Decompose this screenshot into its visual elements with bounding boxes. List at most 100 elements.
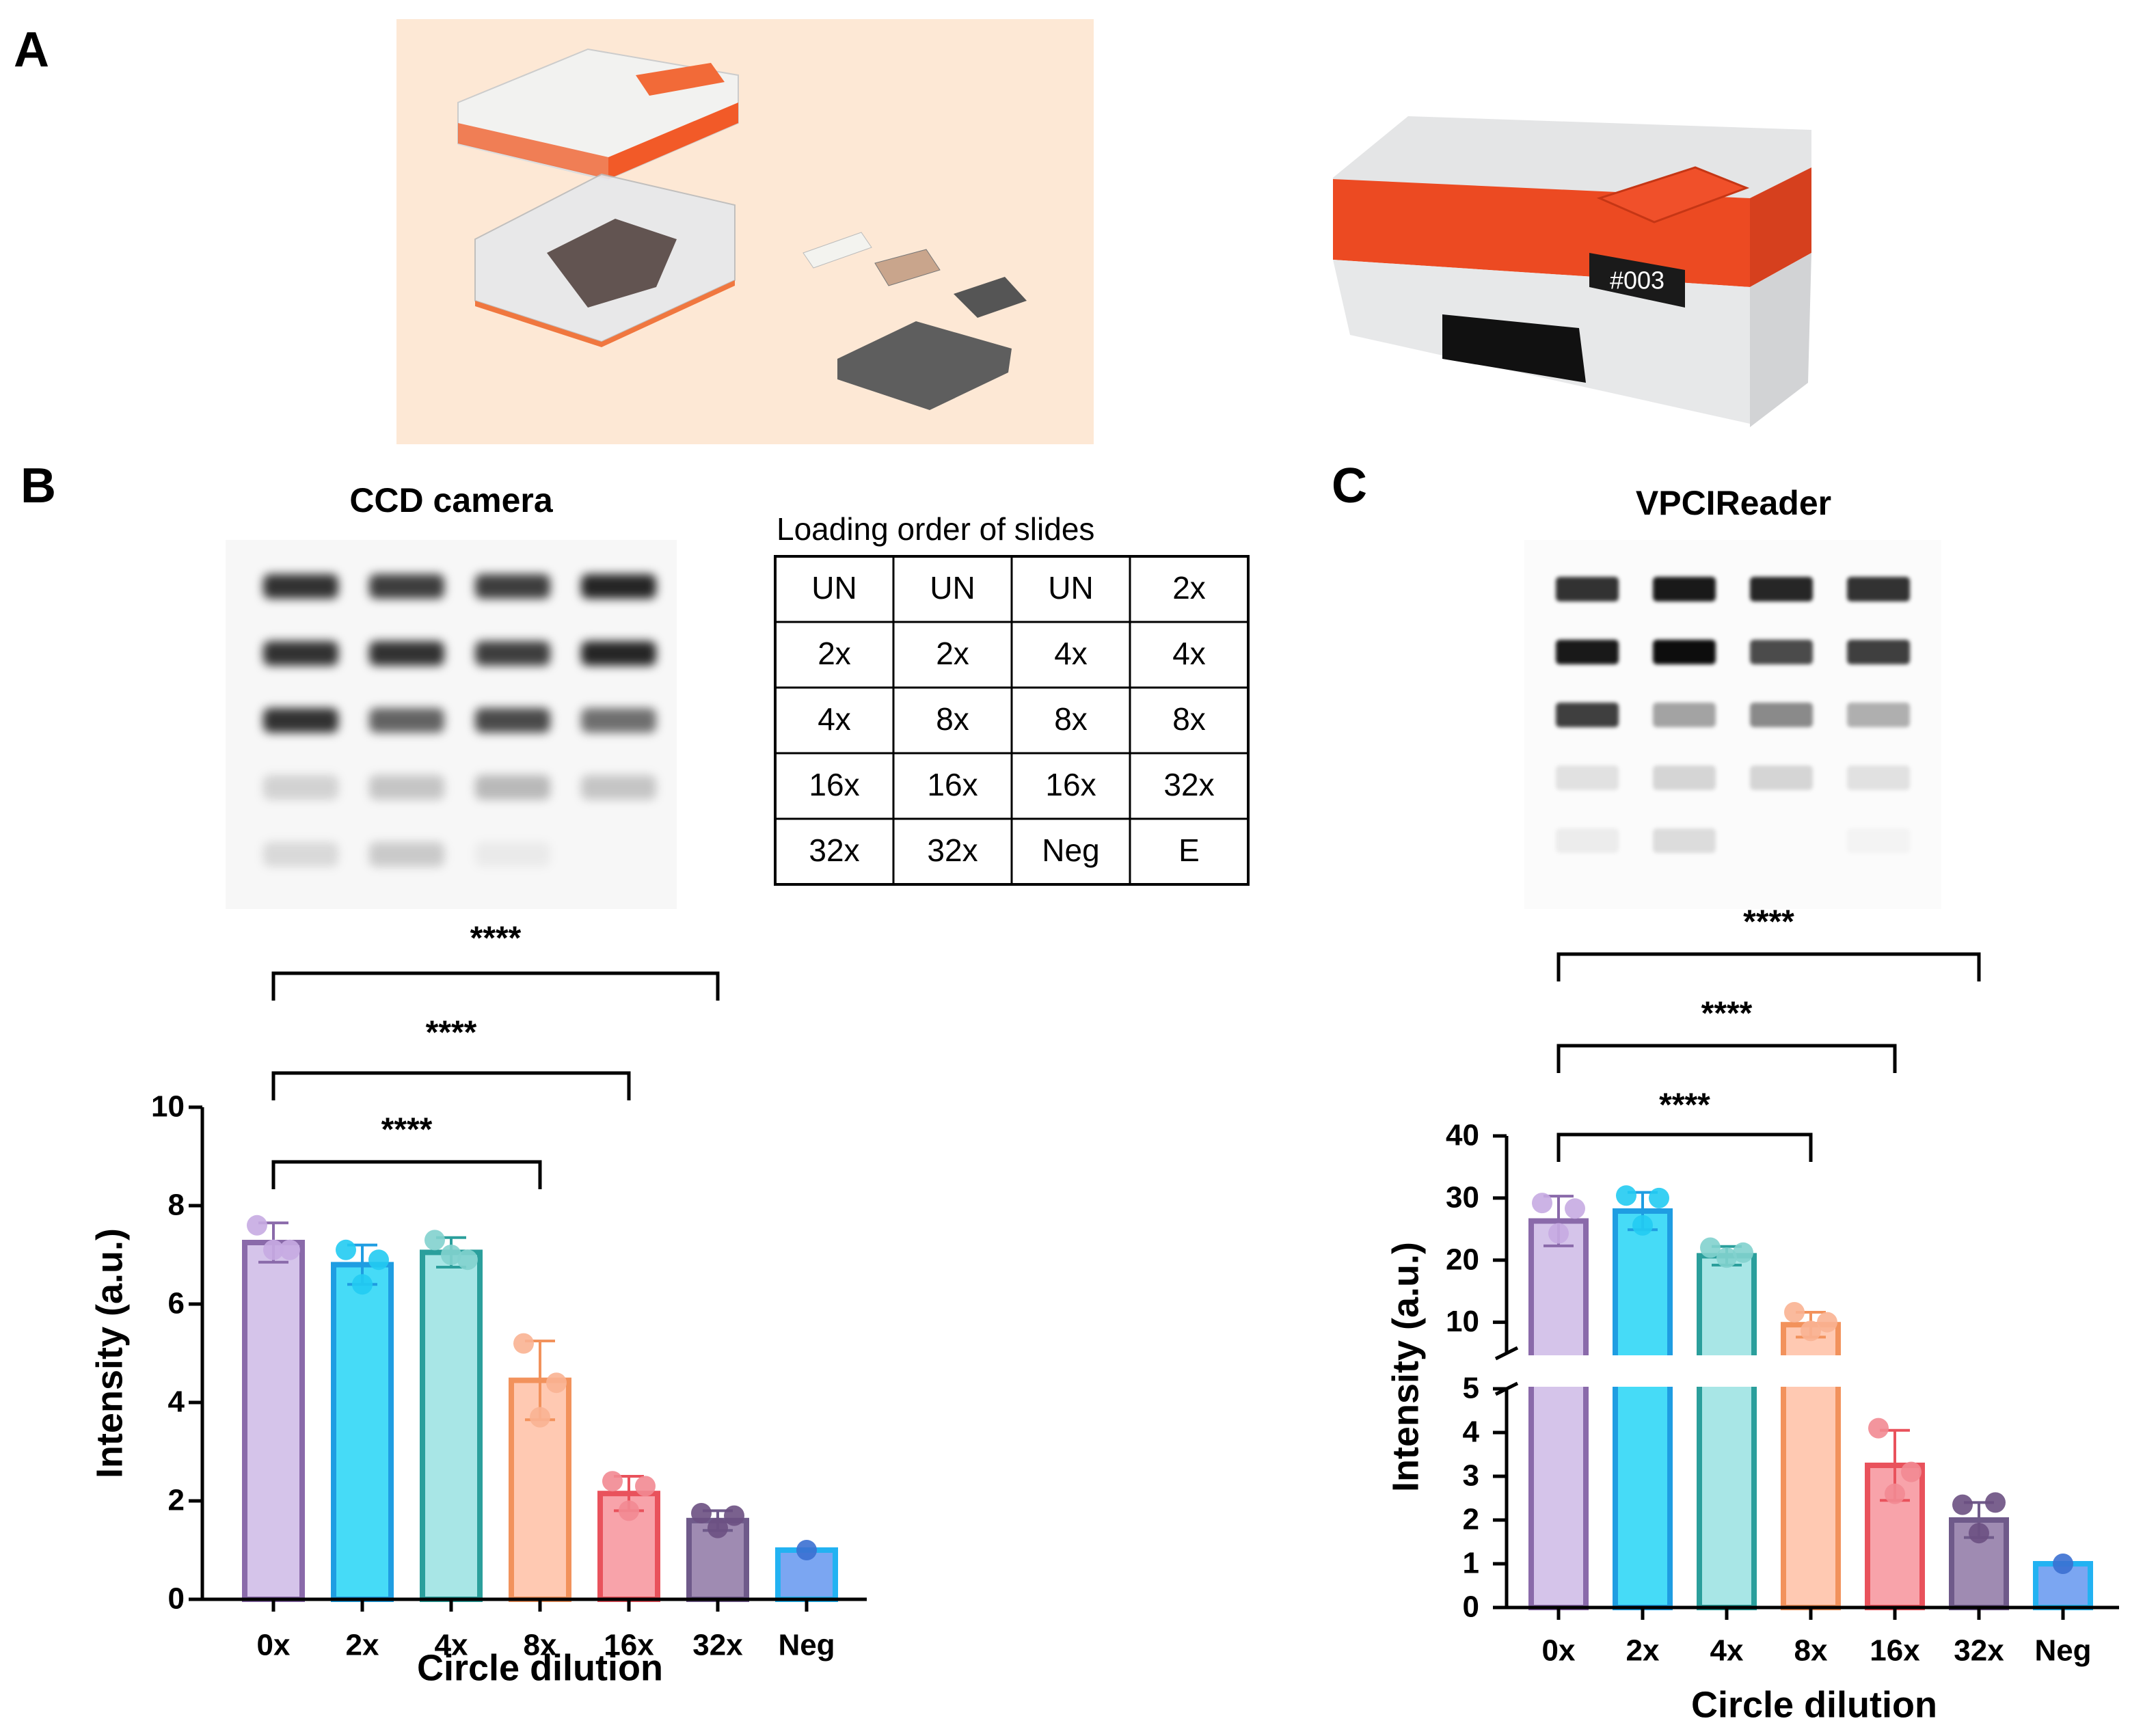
y-tick-label: 4 (1463, 1415, 1480, 1449)
data-point (1969, 1523, 1989, 1544)
table-cell-text: 8x (1054, 701, 1088, 737)
x-tick-label: 8x (1794, 1634, 1828, 1668)
data-point (546, 1372, 567, 1394)
band (1556, 577, 1619, 601)
table-cell-text: 32x (809, 832, 859, 868)
bar (1613, 1208, 1673, 1610)
table-cell-text: 2x (818, 636, 851, 671)
table-cell-text: 16x (1045, 767, 1096, 802)
x-tick-label: Neg (2034, 1634, 2091, 1668)
band (1653, 640, 1716, 664)
band (1556, 828, 1619, 853)
significance-label: **** (1743, 904, 1794, 940)
significance-bracket (271, 1071, 631, 1100)
table-cell-text: 32x (1163, 767, 1214, 802)
x-tick-label: 32x (1954, 1634, 2004, 1668)
data-point (1885, 1483, 1905, 1504)
device-render (457, 48, 1027, 410)
table-cell-text: 16x (927, 767, 978, 802)
band (1750, 577, 1813, 601)
data-point (602, 1471, 623, 1492)
significance-label: **** (470, 921, 522, 957)
data-point (352, 1274, 373, 1295)
band (581, 641, 656, 666)
table-caption: Loading order of slides (777, 511, 1094, 547)
y-tick-label: 6 (168, 1287, 185, 1320)
x-tick-label: 0x (1542, 1634, 1576, 1668)
y-tick-label: 5 (1463, 1372, 1479, 1405)
band (1847, 640, 1910, 664)
data-point (1952, 1494, 1973, 1515)
table-cell-text: 32x (927, 832, 978, 868)
data-point (513, 1333, 534, 1354)
axis-break-gap (1509, 1355, 2121, 1387)
bar (242, 1240, 305, 1602)
data-point (1985, 1492, 2006, 1513)
significance-bracket (271, 1160, 542, 1189)
data-point (368, 1249, 389, 1271)
significance-bracket (1556, 1133, 1813, 1162)
y-tick-label: 0 (168, 1582, 185, 1616)
band (1847, 577, 1910, 601)
band (1750, 765, 1813, 790)
table-cell (1129, 817, 1250, 886)
y-tick-label: 10 (1446, 1305, 1479, 1338)
band (1556, 765, 1619, 790)
data-point (247, 1215, 267, 1236)
table-cell-text: 2x (1172, 570, 1206, 606)
band (369, 708, 444, 733)
data-point (691, 1503, 712, 1523)
table-cell-text: 4x (1172, 636, 1206, 671)
data-point (1700, 1237, 1721, 1258)
data-point (1548, 1223, 1569, 1244)
significance-label: **** (1701, 996, 1753, 1032)
significance-bracket (1556, 952, 1981, 981)
x-tick-label: 16x (1870, 1634, 1920, 1668)
data-point (707, 1517, 728, 1538)
significance-bracket (271, 971, 720, 1001)
band (475, 708, 550, 733)
band (581, 574, 656, 599)
data-point (1716, 1247, 1737, 1269)
data-point (1817, 1312, 1837, 1333)
blot-title: CCD camera (349, 481, 554, 519)
x-tick-label: 4x (1710, 1634, 1744, 1668)
y-axis-label: Intensity (a.u.) (89, 1228, 130, 1478)
data-point (424, 1230, 445, 1251)
band (581, 708, 656, 733)
y-tick-label: 40 (1446, 1119, 1479, 1152)
band (475, 842, 550, 867)
table: UN UN UN 2x 2x 2x 4x 4x 4x 8x 8x 8x 16x 16x 16x 32x 32x 3… (774, 555, 1250, 886)
table-cell-text: E (1178, 832, 1200, 868)
y-tick-label: 0 (1463, 1590, 1479, 1624)
data-point (1784, 1302, 1805, 1323)
y-tick-label: 8 (168, 1189, 185, 1222)
x-axis-label: Circle dilution (417, 1647, 663, 1688)
x-tick-label: 0x (257, 1629, 291, 1662)
photo-label: #003 (1610, 267, 1664, 295)
y-tick-label: 4 (168, 1385, 185, 1419)
band (1750, 640, 1813, 664)
x-tick-label: Neg (778, 1629, 835, 1662)
y-tick-label: 2 (168, 1484, 185, 1517)
table-cell-text: 4x (818, 701, 851, 737)
bar (1697, 1253, 1757, 1610)
blot-bands (263, 574, 656, 867)
data-point (1565, 1198, 1585, 1219)
y-axis-label: Intensity (a.u.) (1385, 1242, 1426, 1492)
band (369, 775, 444, 800)
panel-label: B (21, 459, 56, 513)
y-tick-label: 1 (1463, 1547, 1479, 1580)
data-point (1801, 1320, 1821, 1342)
data-point (1868, 1418, 1889, 1439)
band (369, 574, 444, 599)
data-point (336, 1239, 356, 1260)
x-axis-label: Circle dilution (1691, 1684, 1937, 1725)
band (1653, 577, 1716, 601)
band (581, 775, 656, 800)
data-point (724, 1505, 744, 1526)
significance-label: **** (381, 1112, 433, 1148)
band (1653, 703, 1716, 727)
bar (1528, 1218, 1589, 1610)
